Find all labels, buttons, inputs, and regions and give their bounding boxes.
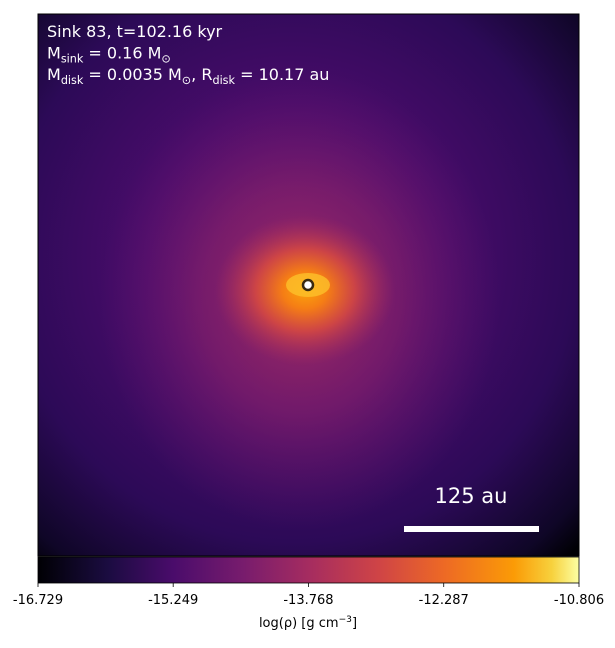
sink-marker (301, 278, 315, 292)
density-image (38, 14, 579, 556)
colorbar-ticks: -16.729 -15.249 -13.768 -12.287 -10.806 (13, 583, 604, 608)
tick-label: -12.287 (419, 593, 469, 608)
colorbar-label: log(ρ) [g cm−3] (259, 615, 357, 631)
subscript: sink (61, 53, 84, 66)
subscript: ⊙ (161, 53, 170, 66)
tick-label: -10.806 (554, 593, 604, 608)
text-part: = 0.0035 M (83, 65, 181, 84)
text-part: ] (352, 616, 357, 631)
annotation-line: Sink 83, t=102.16 kyr (47, 22, 223, 41)
tick-label: -16.729 (13, 593, 63, 608)
subscript: ⊙ (182, 74, 191, 87)
scale-bar-label: 125 au (435, 484, 508, 508)
tick-label: -13.768 (283, 593, 333, 608)
subscript: disk (212, 74, 235, 87)
text-part: = 10.17 au (235, 65, 329, 84)
subscript: disk (61, 74, 84, 87)
tick-label: -15.249 (148, 593, 198, 608)
text-part: M (47, 65, 61, 84)
text-part: , R (191, 65, 212, 84)
text-part: = 0.16 M (83, 44, 161, 63)
annotation-line: Mdisk = 0.0035 M⊙, Rdisk = 10.17 au (47, 65, 329, 87)
plot-frame (37, 13, 580, 557)
superscript: −3 (339, 615, 353, 625)
colorbar (37, 556, 580, 584)
text-part: log(ρ) [g cm (259, 616, 339, 631)
annotation-line: Msink = 0.16 M⊙ (47, 44, 171, 66)
text-part: Sink 83, t=102.16 kyr (47, 22, 223, 41)
text-part: M (47, 44, 61, 63)
